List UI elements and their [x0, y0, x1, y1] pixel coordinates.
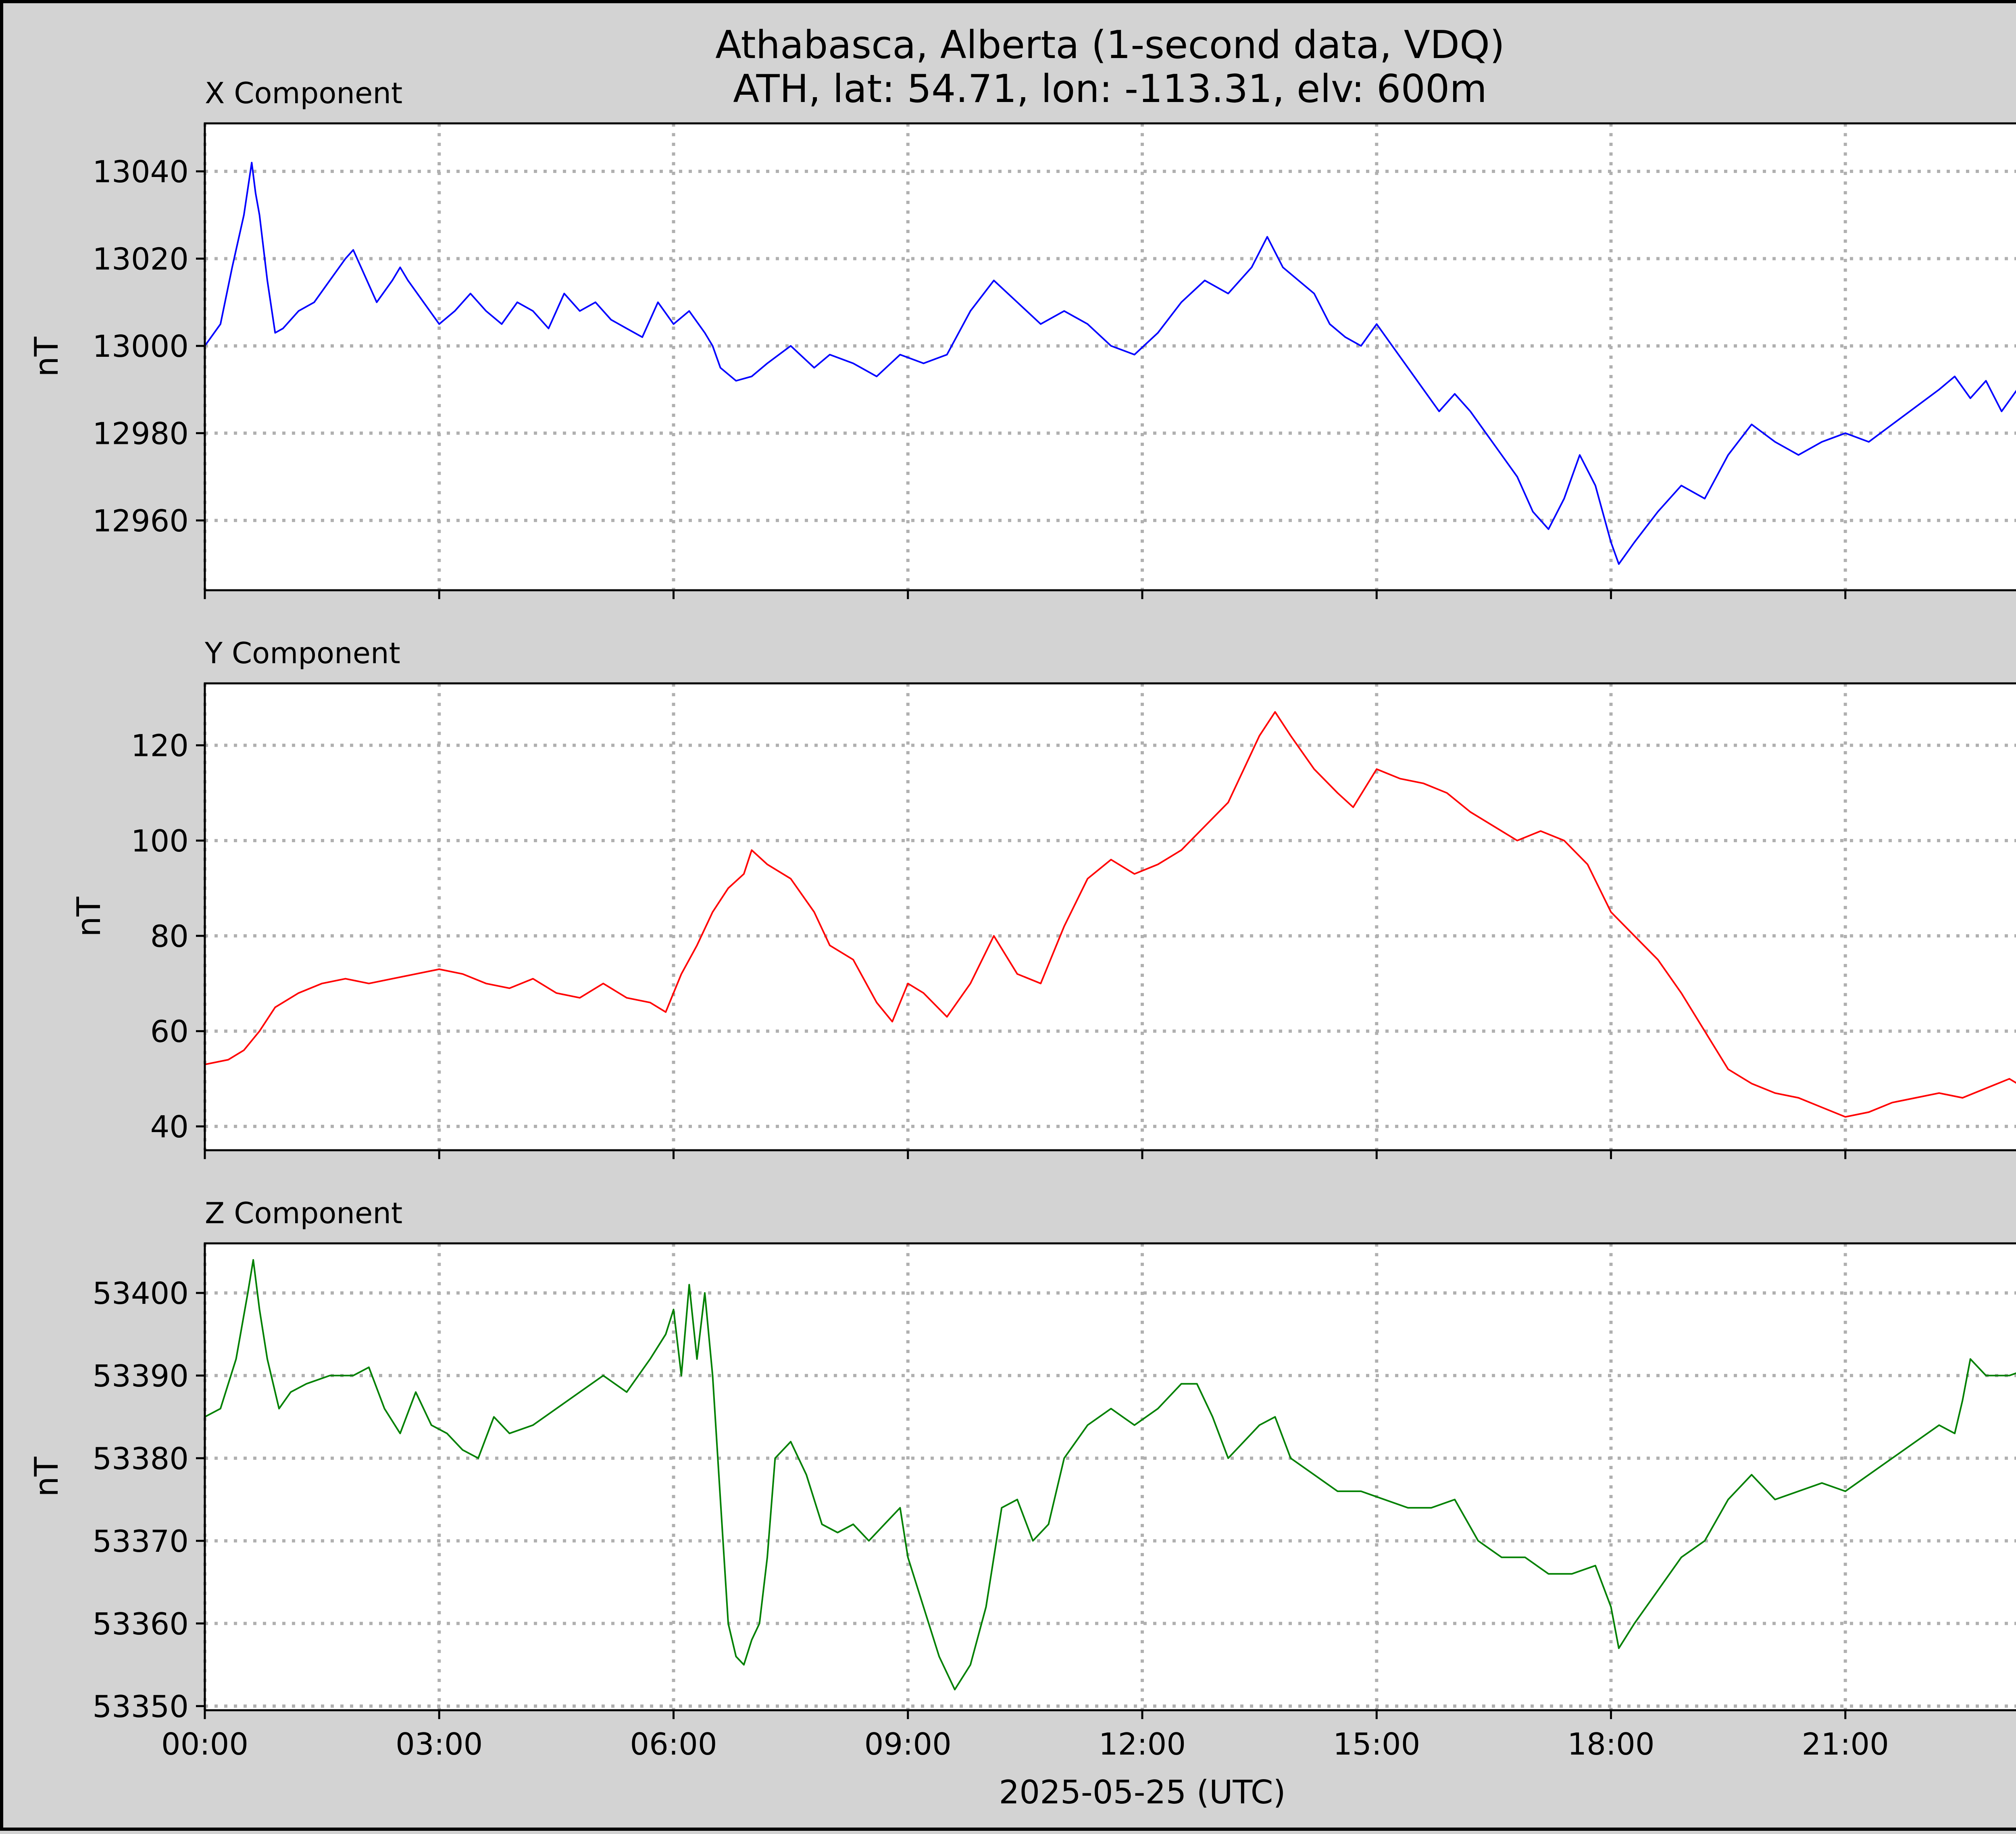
y-tick-label: 13020: [92, 241, 189, 277]
y-tick-label: 53390: [92, 1358, 189, 1394]
x-tick-label: 06:00: [630, 1726, 717, 1762]
y-tick-label: 80: [150, 918, 189, 954]
panel-1: 12960 12980 13000 13020 13040 X Component nT: [28, 76, 2016, 599]
y-tick-label: 120: [131, 728, 189, 764]
y-tick-label: 53360: [92, 1606, 189, 1642]
chart-title-line1: Athabasca, Alberta (1-second data, VDQ): [715, 23, 1505, 67]
series-line: [204, 1259, 2016, 1690]
y-tick-label: 60: [150, 1014, 189, 1049]
x-tick-label: 03:00: [396, 1726, 483, 1762]
panel-title: X Component: [205, 76, 402, 110]
panel-title: Z Component: [205, 1196, 402, 1230]
x-tick-label: 18:00: [1567, 1726, 1654, 1762]
y-tick-label: 40: [150, 1109, 189, 1145]
y-tick-label: 13040: [92, 154, 189, 189]
x-tick-label: 12:00: [1099, 1726, 1186, 1762]
x-axis-label: 2025-05-25 (UTC): [999, 1774, 1285, 1811]
y-axis-label: nT: [28, 336, 65, 377]
y-tick-label: 13000: [92, 329, 189, 364]
y-axis-label: nT: [28, 1456, 65, 1497]
y-axis-label: nT: [70, 896, 108, 937]
y-tick-label: 100: [131, 823, 189, 859]
x-tick-label: 00:00: [161, 1726, 248, 1762]
y-tick-label: 53350: [92, 1689, 189, 1724]
chart-svg: Athabasca, Alberta (1-second data, VDQ) …: [28, 23, 2016, 1811]
panel-2: 40 60 80 100 120 Y Component nT: [70, 636, 2016, 1159]
chart-title-line2: ATH, lat: 54.71, lon: -113.31, elv: 600m: [733, 67, 1487, 111]
series-line: [204, 162, 2016, 565]
plot-area: [205, 123, 2016, 590]
y-tick-label: 12980: [92, 416, 189, 451]
series-line: [204, 711, 2016, 1118]
x-tick-label: 09:00: [864, 1726, 952, 1762]
plot-area: [205, 683, 2016, 1150]
x-tick-label: 15:00: [1333, 1726, 1420, 1762]
x-tick-label: 21:00: [1802, 1726, 1889, 1762]
plot-area: [205, 1243, 2016, 1710]
y-tick-label: 53400: [92, 1276, 189, 1311]
y-tick-label: 12960: [92, 503, 189, 539]
y-tick-label: 53380: [92, 1441, 189, 1476]
panel-3: 53350 53360 53370 53380 53390 53400 00:00 03:00…: [28, 1196, 2016, 1762]
panel-title: Y Component: [204, 636, 400, 670]
y-tick-label: 53370: [92, 1524, 189, 1559]
